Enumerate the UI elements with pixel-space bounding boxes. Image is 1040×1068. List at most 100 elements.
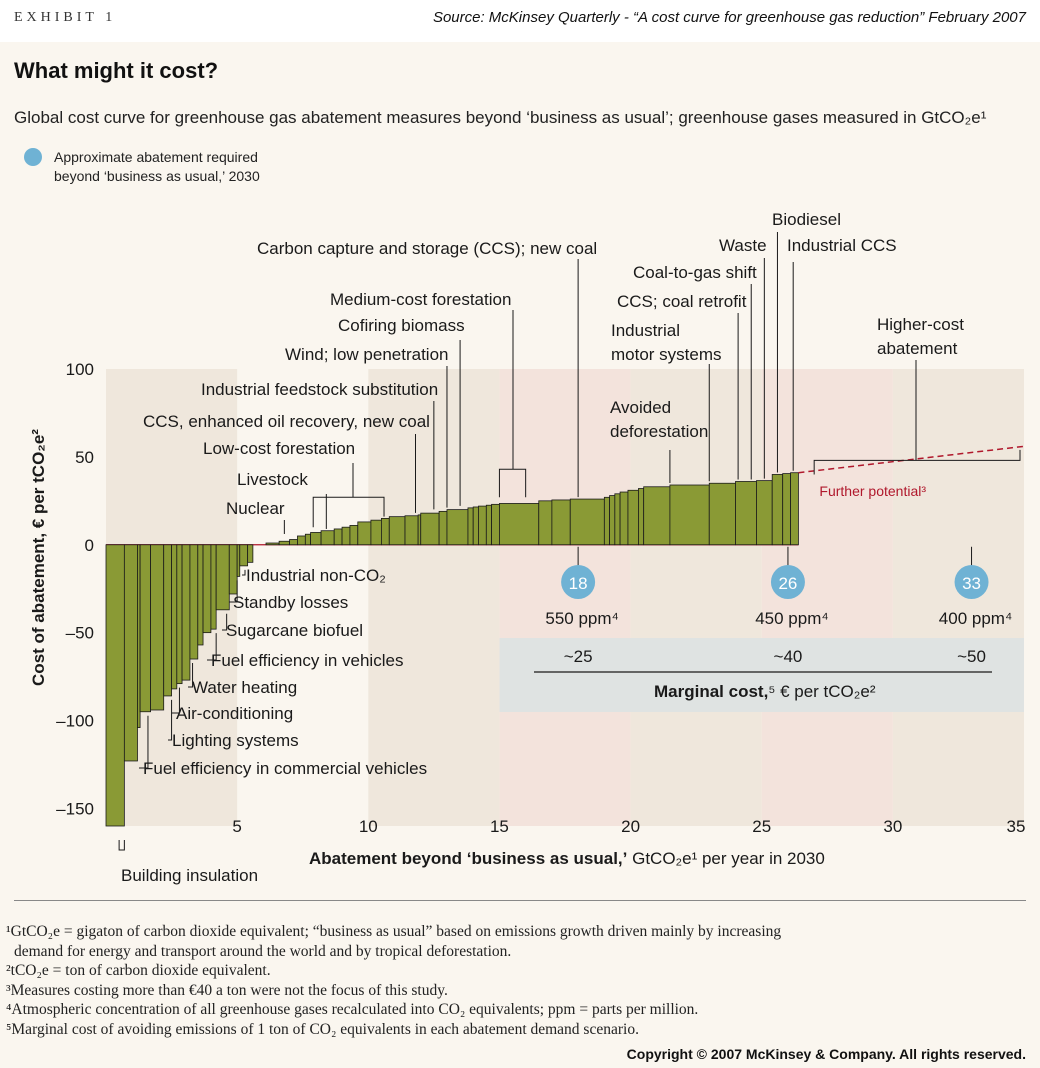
annotation-leader xyxy=(229,580,238,603)
annotation-leader xyxy=(242,569,246,576)
abatement-bar xyxy=(609,495,616,546)
abatement-bar xyxy=(289,539,298,546)
footnote-1b: demand for energy and transport around t… xyxy=(14,942,512,960)
chart-subtitle: Global cost curve for greenhouse gas aba… xyxy=(14,108,987,127)
upper-annotation-label: Higher-cost xyxy=(877,315,964,334)
abatement-bar xyxy=(105,544,125,827)
abatement-bar xyxy=(176,544,183,685)
required-marker xyxy=(770,565,805,599)
abatement-bar xyxy=(189,544,199,660)
upper-annotation-label: CCS; coal retrofit xyxy=(617,292,747,311)
abatement-bar xyxy=(370,519,382,546)
lower-annotation-label: Water heating xyxy=(192,678,297,697)
upper-annotation-label: deforestation xyxy=(610,422,708,441)
abatement-bar xyxy=(491,503,500,546)
abatement-bar xyxy=(304,533,311,546)
abatement-bar xyxy=(265,542,280,546)
annotation-leader xyxy=(207,633,217,661)
upper-annotation-label: motor systems xyxy=(611,345,722,364)
footnotes: ¹GtCO₂e = gigaton of carbon dioxide equi… xyxy=(6,922,1026,1039)
required-marker-value: 26 xyxy=(778,574,797,593)
abatement-bar xyxy=(485,504,492,546)
abatement-bar xyxy=(438,510,448,546)
abatement-bar xyxy=(472,506,479,546)
abatement-bar xyxy=(669,484,710,546)
abatement-bar xyxy=(228,544,238,595)
footnote-5: ⁵Marginal cost of avoiding emissions of … xyxy=(6,1020,639,1038)
ppm-label: 450 ppm⁴ xyxy=(755,609,828,628)
footnote-divider xyxy=(14,900,1026,901)
upper-annotation-label: Cofiring biomass xyxy=(338,316,465,335)
lower-annotation-label: Standby losses xyxy=(233,593,348,612)
marginal-cost-panel xyxy=(499,638,1024,712)
abatement-bar xyxy=(756,480,773,546)
cost-curve-chart: Further potential³ 100 50 0 –50 –100 –150 5 10 15… xyxy=(29,210,1026,885)
abatement-bar xyxy=(569,498,605,546)
upper-annotation-label: Nuclear xyxy=(226,499,285,518)
background-band xyxy=(630,369,762,826)
legend-line-2: beyond ‘business as usual,’ 2030 xyxy=(54,168,260,184)
abatement-bar xyxy=(278,540,291,546)
legend-marker xyxy=(24,148,42,166)
marginal-cost-value: ~25 xyxy=(564,647,593,666)
abatement-bar xyxy=(388,516,406,546)
abatement-bar xyxy=(341,526,351,546)
annotation-leader xyxy=(188,663,194,688)
upper-annotation-label: Coal-to-gas shift xyxy=(633,263,757,282)
abatement-bar xyxy=(380,518,390,546)
lower-annotation-label: Sugarcane biofuel xyxy=(226,621,363,640)
marginal-cost-value: ~50 xyxy=(957,647,986,666)
abatement-bar xyxy=(643,486,671,546)
abatement-bar xyxy=(446,509,469,546)
abatement-bar xyxy=(603,496,610,546)
footnote-1a: ¹GtCO₂e = gigaton of carbon dioxide equi… xyxy=(6,923,782,940)
abatement-bar xyxy=(467,507,474,546)
annotation-leader xyxy=(118,840,125,851)
abatement-bar xyxy=(333,528,343,546)
x-tick-label: 35 xyxy=(1007,817,1026,836)
abatement-bar xyxy=(163,544,172,697)
abatement-bar xyxy=(551,499,571,546)
ppm-label: 550 ppm⁴ xyxy=(545,609,618,628)
x-axis-label-rest: GtCO₂e¹ per year in 2030 xyxy=(627,849,824,868)
abatement-bar xyxy=(790,472,799,546)
y-tick-label: –150 xyxy=(56,799,94,818)
lower-annotation-label: Fuel efficiency in commercial vehicles xyxy=(143,759,427,778)
upper-annotation-label: Livestock xyxy=(237,470,308,489)
upper-annotation-label: Biodiesel xyxy=(772,210,841,229)
lower-annotation-label: Lighting systems xyxy=(172,731,299,750)
x-tick-label: 30 xyxy=(883,817,902,836)
abatement-bar xyxy=(538,500,553,546)
abatement-bar xyxy=(478,505,487,546)
upper-annotation-label: CCS, enhanced oil recovery, new coal xyxy=(143,412,430,431)
y-tick-label: –100 xyxy=(56,712,94,731)
required-marker xyxy=(954,565,989,599)
y-tick-label: –50 xyxy=(66,624,94,643)
abatement-bar xyxy=(181,544,191,681)
y-tick-label: 50 xyxy=(75,448,94,467)
upper-annotation-label: Medium-cost forestation xyxy=(330,290,511,309)
exhibit-label: EXHIBIT 1 xyxy=(14,10,117,25)
abatement-bar xyxy=(627,489,639,546)
annotation-leader xyxy=(139,715,149,769)
header-bar: EXHIBIT 1 Source: McKinsey Quarterly - “… xyxy=(0,0,1040,42)
upper-annotation-label: Avoided xyxy=(610,398,671,417)
upper-annotation-label: Industrial CCS xyxy=(787,236,897,255)
x-axis-label-bold: Abatement beyond ‘business as usual,’ xyxy=(309,849,627,868)
annotation-leader xyxy=(172,687,180,714)
required-marker xyxy=(561,565,596,599)
abatement-bar xyxy=(171,544,178,690)
footnote-3: ³Measures costing more than €40 a ton we… xyxy=(6,981,448,999)
abatement-bar xyxy=(499,503,540,546)
abatement-bar xyxy=(735,481,757,546)
abatement-bar xyxy=(420,512,440,546)
upper-annotation-label: Low-cost forestation xyxy=(203,439,355,458)
y-tick-label: 0 xyxy=(85,536,94,555)
abatement-bar xyxy=(150,544,165,711)
upper-annotation-label: Wind; low penetration xyxy=(285,345,448,364)
abatement-bar xyxy=(320,530,335,546)
further-potential-line xyxy=(798,445,1025,474)
ppm-label: 400 ppm⁴ xyxy=(939,609,1012,628)
scenario-band xyxy=(499,369,631,826)
source-text: Source: McKinsey Quarterly - “A cost cur… xyxy=(432,9,1026,26)
